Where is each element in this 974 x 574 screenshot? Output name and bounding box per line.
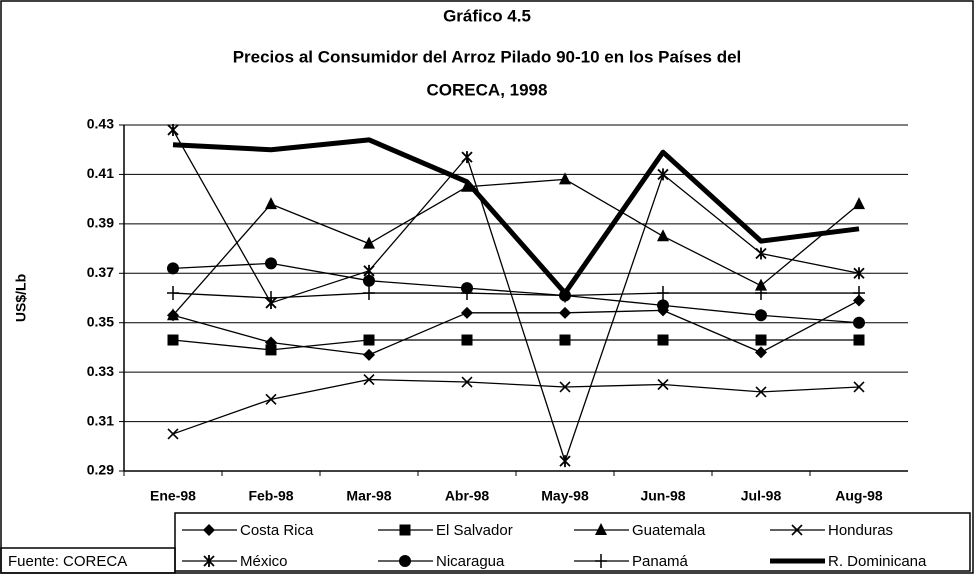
data-point <box>657 378 669 391</box>
legend-label: Panamá <box>632 553 689 570</box>
y-tick-label: 0.33 <box>87 363 114 379</box>
data-point <box>657 168 669 181</box>
data-point <box>363 274 375 287</box>
legend-label: Honduras <box>828 522 893 539</box>
y-tick-label: 0.43 <box>87 116 114 132</box>
data-point <box>265 257 277 270</box>
data-point <box>853 294 865 307</box>
legend-marker <box>399 524 411 536</box>
data-point <box>853 267 865 280</box>
series-line <box>172 262 860 324</box>
data-point <box>461 306 473 319</box>
data-point <box>167 123 179 136</box>
data-point <box>461 286 473 301</box>
legend-label: Costa Rica <box>240 522 314 539</box>
x-tick-label: Jul-98 <box>741 488 782 504</box>
data-point <box>167 308 179 321</box>
data-point <box>755 286 767 301</box>
y-tick-label: 0.41 <box>87 165 114 181</box>
data-point <box>167 428 179 440</box>
y-tick-label: 0.39 <box>87 215 114 231</box>
data-point <box>461 151 473 164</box>
data-point <box>853 316 865 329</box>
y-axis-label: US$/Lb <box>13 274 29 322</box>
data-point <box>755 386 767 398</box>
x-tick-label: Ene-98 <box>150 488 196 504</box>
data-point <box>755 247 767 260</box>
series-line <box>172 137 860 296</box>
source-note: Fuente: CORECA <box>8 553 127 570</box>
data-point <box>265 197 277 210</box>
series-line <box>172 339 859 351</box>
y-tick-label: 0.31 <box>87 412 114 428</box>
x-tick-label: Jun-98 <box>640 488 685 504</box>
data-point <box>657 229 669 242</box>
data-point <box>363 286 375 301</box>
legend-marker <box>595 554 607 568</box>
data-point <box>853 197 865 210</box>
x-tick-label: Mar-98 <box>346 488 391 504</box>
x-tick-label: May-98 <box>541 488 589 504</box>
y-tick-label: 0.35 <box>87 313 114 329</box>
x-tick-label: Aug-98 <box>835 488 883 504</box>
legend-label: El Salvador <box>436 522 513 539</box>
legend-marker <box>595 523 607 535</box>
data-point <box>559 334 571 346</box>
data-point <box>853 381 865 393</box>
legend-label: México <box>240 553 288 570</box>
legend-marker <box>399 555 411 567</box>
series-line <box>172 299 860 356</box>
data-point <box>265 393 277 405</box>
data-point <box>559 306 571 319</box>
data-point <box>363 373 375 386</box>
data-point <box>657 299 669 312</box>
data-point <box>363 334 375 346</box>
y-tick-label: 0.37 <box>87 264 114 280</box>
legend-marker <box>203 555 215 567</box>
data-point <box>559 381 571 393</box>
data-point <box>167 262 179 275</box>
data-point <box>265 291 277 305</box>
data-point <box>755 334 767 346</box>
data-point <box>167 334 179 346</box>
data-point <box>559 455 571 468</box>
chart-title: Precios al Consumidor del Arroz Pilado 9… <box>233 47 742 66</box>
data-point <box>167 286 179 301</box>
chart-title: Gráfico 4.5 <box>443 6 531 25</box>
legend-box <box>174 512 971 572</box>
data-point <box>559 172 571 185</box>
series-line <box>172 378 860 435</box>
legend-label: R. Dominicana <box>828 553 927 570</box>
data-point <box>265 344 277 356</box>
series-line <box>172 292 859 299</box>
data-point <box>461 334 473 346</box>
legend-label: Guatemala <box>632 522 706 539</box>
source-box <box>0 547 176 574</box>
chart-title: CORECA, 1998 <box>427 80 548 99</box>
data-point <box>461 376 473 388</box>
y-tick-label: 0.29 <box>87 462 114 478</box>
data-point <box>657 286 669 301</box>
data-point <box>755 346 767 359</box>
data-point <box>853 286 865 301</box>
legend-marker <box>791 524 803 536</box>
data-point <box>755 278 767 291</box>
x-tick-label: Feb-98 <box>248 488 293 504</box>
legend-label: Nicaragua <box>436 553 505 570</box>
data-point <box>363 348 375 361</box>
data-point <box>657 334 669 346</box>
series-line <box>172 178 860 316</box>
data-point <box>363 236 375 249</box>
data-point <box>853 334 865 346</box>
x-tick-label: Abr-98 <box>445 488 490 504</box>
data-point <box>755 309 767 322</box>
legend-marker <box>203 524 215 536</box>
